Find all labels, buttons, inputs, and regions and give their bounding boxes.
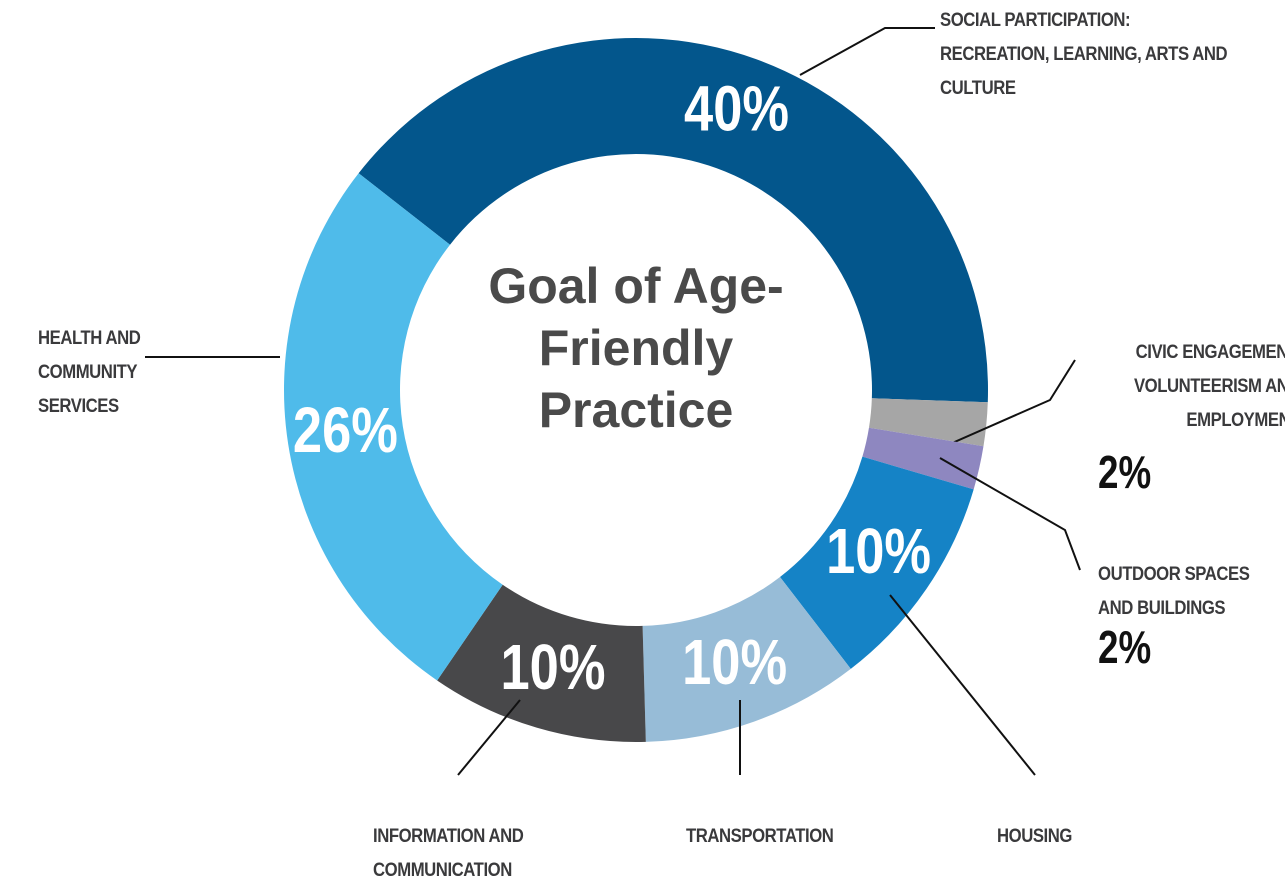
category-label: INFORMATION AND COMMUNICATION (373, 826, 524, 881)
donut-segment (358, 37, 989, 403)
value-label: 2% (1098, 446, 1152, 498)
category-label: SOCIAL PARTICIPATION: RECREATION, LEARNI… (940, 10, 1228, 99)
value-label: 26% (293, 395, 398, 466)
value-label: 10% (500, 632, 605, 703)
category-label: HOUSING (997, 826, 1072, 847)
leader-line (799, 27, 935, 76)
category-label: HEALTH AND COMMUNITY SERVICES (38, 328, 141, 417)
donut-segment (642, 576, 851, 742)
leader-line (457, 699, 521, 776)
leader-line (924, 359, 1076, 456)
donut-segment (779, 456, 974, 669)
donut-segment (868, 398, 988, 447)
donut-segment (284, 173, 503, 681)
leader-line (889, 594, 1036, 776)
donut-segment (862, 427, 984, 490)
leader-line (939, 457, 1081, 571)
category-label: TRANSPORTATION (686, 826, 834, 847)
value-label: 40% (684, 74, 789, 145)
value-label: 10% (682, 627, 787, 698)
value-label: 2% (1098, 621, 1152, 673)
value-label: 10% (826, 516, 931, 587)
chart-title: Goal of Age-Friendly Practice (488, 258, 784, 438)
donut-segment (437, 584, 646, 742)
category-label: CIVIC ENGAGEMENT, VOLUNTEERISM AND EMPLO… (1133, 342, 1285, 431)
category-label: OUTDOOR SPACES AND BUILDINGS (1098, 564, 1250, 619)
